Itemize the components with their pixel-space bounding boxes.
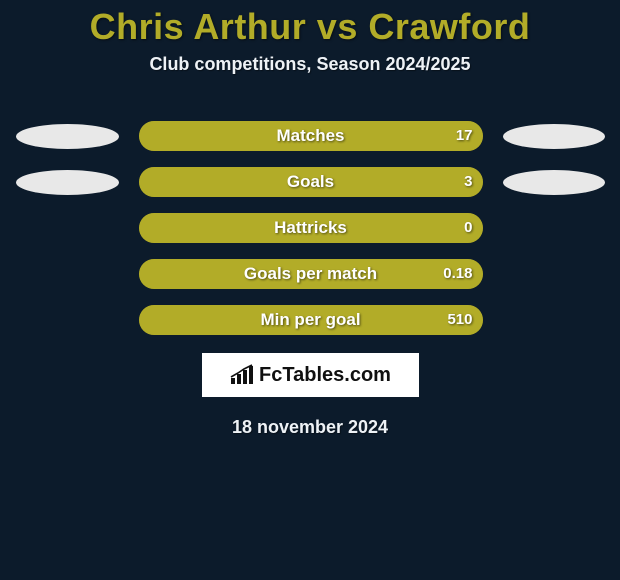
- player-right-ellipse: [503, 170, 605, 195]
- stat-label: Goals per match: [139, 259, 483, 289]
- subtitle-text: Club competitions, Season 2024/2025: [0, 54, 620, 75]
- stat-row: Matches17: [0, 121, 620, 151]
- stat-value: 0.18: [443, 259, 472, 289]
- stat-bar: Goals per match0.18: [139, 259, 483, 289]
- player-left-ellipse: [16, 170, 119, 195]
- stat-label: Goals: [139, 167, 483, 197]
- stat-label: Min per goal: [139, 305, 483, 335]
- stat-value: 3: [464, 167, 472, 197]
- player-left-ellipse: [16, 124, 119, 149]
- stat-row: Min per goal510: [0, 305, 620, 335]
- stat-bar: Hattricks0: [139, 213, 483, 243]
- stat-row: Hattricks0: [0, 213, 620, 243]
- player-left-ellipse: [16, 262, 119, 287]
- stat-bar: Matches17: [139, 121, 483, 151]
- stat-row: Goals3: [0, 167, 620, 197]
- stat-row: Goals per match0.18: [0, 259, 620, 289]
- stat-label: Hattricks: [139, 213, 483, 243]
- bars-icon: [229, 364, 257, 386]
- player-left-ellipse: [16, 216, 119, 241]
- player-right-ellipse: [503, 216, 605, 241]
- stat-bar: Goals3: [139, 167, 483, 197]
- stat-value: 0: [464, 213, 472, 243]
- stat-bar: Min per goal510: [139, 305, 483, 335]
- brand-text: FcTables.com: [259, 364, 391, 387]
- stat-value: 17: [456, 121, 473, 151]
- player-right-ellipse: [503, 262, 605, 287]
- date-text: 18 november 2024: [0, 417, 620, 438]
- brand-box: FcTables.com: [202, 353, 419, 397]
- stat-value: 510: [447, 305, 472, 335]
- stat-label: Matches: [139, 121, 483, 151]
- player-right-ellipse: [503, 308, 605, 333]
- stats-area: Matches17 Goals3 Hattricks0 Goals per match…: [0, 121, 620, 335]
- player-right-ellipse: [503, 124, 605, 149]
- player-left-ellipse: [16, 308, 119, 333]
- page-title: Chris Arthur vs Crawford: [0, 0, 620, 48]
